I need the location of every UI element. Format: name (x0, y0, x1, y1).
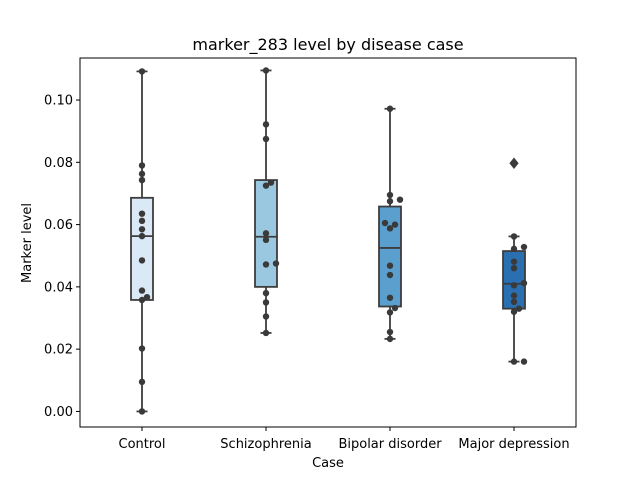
data-point (267, 179, 275, 186)
data-point (138, 345, 146, 352)
data-point (138, 232, 146, 240)
data-point (510, 160, 518, 167)
data-point (138, 408, 146, 415)
x-axis-title: Case (312, 456, 344, 471)
data-point (272, 260, 280, 267)
x-tick-label: Control (119, 437, 166, 452)
data-point (391, 221, 399, 228)
data-point (510, 233, 518, 240)
y-axis-title: Marker level (20, 203, 35, 283)
data-point (262, 289, 270, 297)
data-point (386, 309, 394, 316)
data-point (138, 217, 146, 225)
box-iqr (378, 205, 402, 308)
data-point (510, 358, 518, 365)
data-point (262, 121, 270, 128)
data-point (138, 68, 146, 75)
data-point (510, 258, 518, 265)
data-point (391, 304, 399, 312)
data-point (386, 294, 394, 301)
data-point (386, 335, 394, 343)
data-point (262, 236, 270, 244)
data-point (510, 282, 518, 289)
data-point (262, 182, 270, 189)
box-group (130, 70, 154, 413)
data-point (520, 243, 528, 251)
data-point (386, 271, 394, 279)
x-tick-label: Schizophrenia (220, 437, 311, 452)
chart-title: marker_283 level by disease case (192, 35, 463, 55)
x-axis: Control Schizophrenia Bipolar disorder Majo… (119, 427, 570, 452)
x-tick-label: Major depression (458, 437, 569, 452)
data-point (262, 299, 270, 306)
y-tick-label: 0.08 (44, 156, 73, 171)
data-point (381, 219, 389, 227)
data-point (138, 296, 146, 304)
data-point (386, 105, 394, 112)
data-point (520, 279, 528, 287)
y-axis: 0.00 0.02 0.04 0.06 0.08 0.10 (44, 94, 80, 420)
data-point (138, 378, 146, 386)
data-point (510, 292, 518, 299)
data-point (520, 358, 528, 365)
x-tick-label: Bipolar disorder (338, 437, 442, 452)
box-group (378, 107, 402, 340)
data-point (138, 176, 146, 184)
data-point (262, 313, 270, 320)
data-point (510, 308, 518, 315)
data-point (386, 191, 394, 199)
y-tick-label: 0.10 (44, 94, 73, 109)
data-point (138, 162, 146, 169)
data-point (138, 287, 146, 294)
data-point (262, 329, 270, 337)
data-point (262, 135, 270, 143)
data-point (386, 198, 394, 205)
data-point (515, 305, 523, 312)
y-tick-label: 0.02 (44, 343, 73, 358)
data-point (510, 264, 518, 272)
y-tick-label: 0.06 (44, 218, 73, 233)
plot-area (130, 67, 528, 415)
data-point (138, 226, 146, 233)
data-point (138, 170, 146, 178)
data-point (386, 225, 394, 232)
data-point (138, 210, 146, 217)
data-point (510, 245, 518, 253)
data-point (262, 67, 270, 74)
data-point (386, 328, 394, 336)
data-point (138, 257, 146, 264)
box-group (254, 69, 278, 334)
y-tick-label: 0.04 (44, 280, 73, 295)
plot-frame (79, 57, 577, 428)
data-point (143, 293, 151, 301)
data-point (396, 196, 404, 203)
y-tick-label: 0.00 (44, 405, 73, 420)
data-point (262, 230, 270, 237)
data-point (510, 298, 518, 306)
data-point (386, 262, 394, 269)
data-point (262, 261, 270, 268)
